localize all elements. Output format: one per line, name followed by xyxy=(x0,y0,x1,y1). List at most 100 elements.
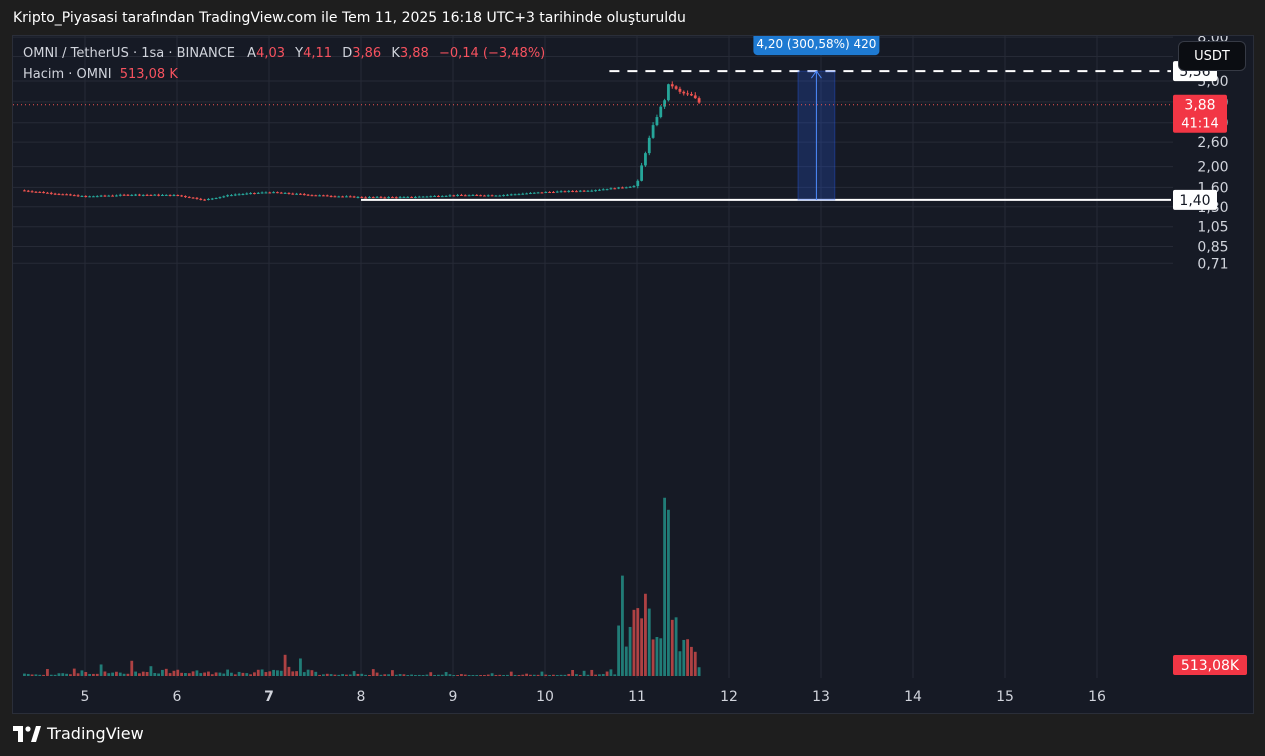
candle-body xyxy=(195,197,199,199)
candle-body xyxy=(130,194,134,196)
volume-bar xyxy=(345,674,348,676)
volume-bar xyxy=(352,671,356,676)
candle-body xyxy=(318,195,321,197)
candle-body xyxy=(655,117,659,126)
close-label: K xyxy=(391,46,400,61)
volume-bar xyxy=(659,638,663,676)
candle-body xyxy=(230,195,233,197)
volume-bar xyxy=(540,671,544,676)
candle-body xyxy=(548,192,551,194)
level-label-box xyxy=(1173,189,1217,210)
volume-bar xyxy=(421,675,425,676)
candle-body xyxy=(555,191,559,193)
volume-axis-label-box xyxy=(1173,655,1247,675)
volume-bar xyxy=(356,673,360,676)
candle-body xyxy=(609,188,613,190)
candle-body xyxy=(103,195,107,197)
candle-body xyxy=(88,196,91,198)
volume-legend-value: 513,08 K xyxy=(119,67,178,82)
candle-body xyxy=(322,195,325,197)
volume-bar xyxy=(111,672,114,676)
volume-bar xyxy=(38,674,42,676)
volume-bar xyxy=(360,673,364,676)
candle-body xyxy=(26,190,30,192)
volume-bar xyxy=(161,669,164,676)
tradingview-footer[interactable]: TradingView xyxy=(13,724,144,743)
candle-body xyxy=(475,194,479,196)
open-value: 4,03 xyxy=(256,46,286,61)
candle-body xyxy=(402,196,406,198)
candle-body xyxy=(337,196,341,198)
candle-body xyxy=(448,195,452,197)
volume-axis-label: 513,08K xyxy=(1181,658,1240,674)
price-tick-label: 2,60 xyxy=(1197,135,1228,151)
candle-body xyxy=(306,194,310,196)
candle-body xyxy=(65,194,68,196)
volume-bar xyxy=(394,674,398,676)
candle-body xyxy=(494,195,498,197)
volume-bar xyxy=(253,672,256,676)
volume-bar xyxy=(433,675,436,676)
volume-indicator-label[interactable]: Hacim · OMNI xyxy=(23,67,112,82)
candle-body xyxy=(352,196,356,198)
candle-body xyxy=(578,190,582,192)
volume-bar xyxy=(605,671,609,676)
candle-body xyxy=(663,100,666,107)
volume-bar xyxy=(448,674,452,676)
candle-body xyxy=(674,86,678,89)
candle-body xyxy=(253,193,256,195)
candle-body xyxy=(502,195,505,197)
candle-body xyxy=(23,190,26,192)
candle-body xyxy=(356,196,360,198)
candle-body xyxy=(157,194,160,196)
candle-body xyxy=(333,196,337,198)
candle-body xyxy=(53,193,57,195)
volume-bar xyxy=(609,669,613,676)
candle-body xyxy=(291,193,295,195)
volume-bar xyxy=(134,671,137,676)
volume-bar xyxy=(621,575,624,676)
candle-body xyxy=(34,191,38,193)
candle-body xyxy=(398,197,402,199)
candle-body xyxy=(640,165,643,181)
price-tick-label: 2,00 xyxy=(1197,160,1228,176)
symbol-label[interactable]: OMNI / TetherUS · 1sa · BINANCE xyxy=(23,46,236,61)
candle-body xyxy=(184,196,187,198)
volume-bar xyxy=(594,674,597,676)
volume-bar xyxy=(210,674,214,676)
level-label: 1,40 xyxy=(1179,193,1210,209)
candle-body xyxy=(256,192,260,194)
time-tick-label: 10 xyxy=(536,689,554,705)
volume-bar xyxy=(555,674,559,676)
candle-body xyxy=(440,196,444,198)
chart-panel[interactable]: 10,008,006,505,004,003,202,602,001,601,3… xyxy=(12,35,1254,714)
candle-body xyxy=(207,198,210,200)
candle-body xyxy=(233,194,237,196)
volume-bar xyxy=(241,672,245,676)
currency-button[interactable]: USDT xyxy=(1178,41,1246,71)
candle-body xyxy=(521,193,525,195)
candle-body xyxy=(268,192,272,194)
volume-bar xyxy=(678,651,682,676)
volume-bar xyxy=(176,669,180,676)
price-chart[interactable]: 10,008,006,505,004,003,202,602,001,601,3… xyxy=(13,36,1253,713)
volume-bar xyxy=(187,673,191,676)
time-tick-label: 7 xyxy=(264,689,274,705)
candle-body xyxy=(187,196,191,198)
volume-bar xyxy=(429,672,433,676)
candle-body xyxy=(368,197,371,199)
volume-bar xyxy=(452,675,456,676)
candle-body xyxy=(226,195,229,197)
time-tick-label: 8 xyxy=(357,689,366,705)
candle-body xyxy=(486,195,490,197)
last-price-label: 3,88 xyxy=(1184,98,1215,114)
candle-body xyxy=(80,196,84,198)
volume-bar xyxy=(521,674,525,676)
volume-bar xyxy=(180,672,183,676)
measure-arrow-icon xyxy=(810,70,822,79)
volume-bar xyxy=(314,671,318,676)
candle-body xyxy=(483,195,486,197)
volume-bar xyxy=(46,669,49,676)
candle-body xyxy=(444,195,448,197)
volume-bar xyxy=(663,497,666,676)
